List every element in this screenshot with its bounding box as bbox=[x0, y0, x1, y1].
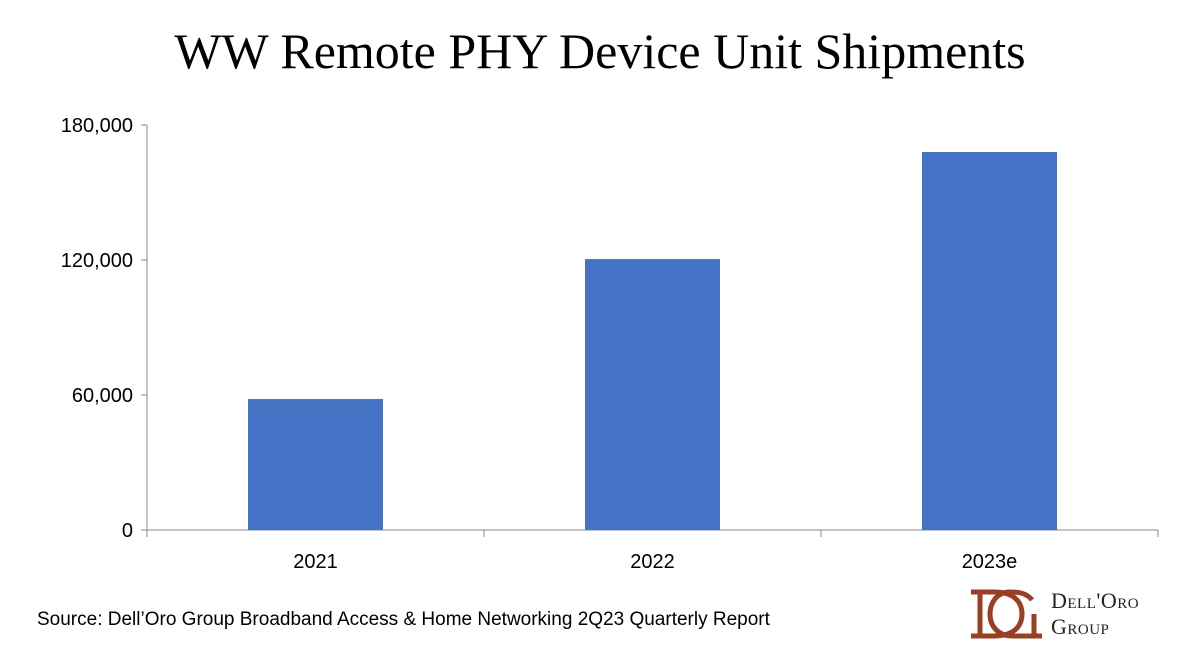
source-note: Source: Dell’Oro Group Broadband Access … bbox=[37, 609, 770, 630]
bar-2022 bbox=[585, 259, 720, 530]
x-tick-label: 2021 bbox=[293, 551, 338, 573]
chart-title: WW Remote PHY Device Unit Shipments bbox=[174, 23, 1026, 79]
y-tick-label: 0 bbox=[122, 520, 133, 542]
x-tick-label: 2022 bbox=[630, 551, 675, 573]
y-tick-label: 180,000 bbox=[61, 115, 133, 137]
y-tick-label: 120,000 bbox=[61, 250, 133, 272]
logo-line1: Dell'Oro bbox=[1051, 588, 1140, 613]
bar-2021 bbox=[248, 399, 383, 530]
y-tick-label: 60,000 bbox=[72, 385, 133, 407]
bar-chart: 0 60,000 120,000 180,000 2021 2022 2023e bbox=[61, 115, 1159, 573]
dg-logo-mark bbox=[971, 589, 1042, 639]
dell-oro-logo: Dell'Oro Group bbox=[966, 588, 1166, 643]
x-tick-label: 2023e bbox=[962, 551, 1018, 573]
bar-2023e bbox=[922, 152, 1057, 530]
logo-line2: Group bbox=[1051, 614, 1110, 639]
